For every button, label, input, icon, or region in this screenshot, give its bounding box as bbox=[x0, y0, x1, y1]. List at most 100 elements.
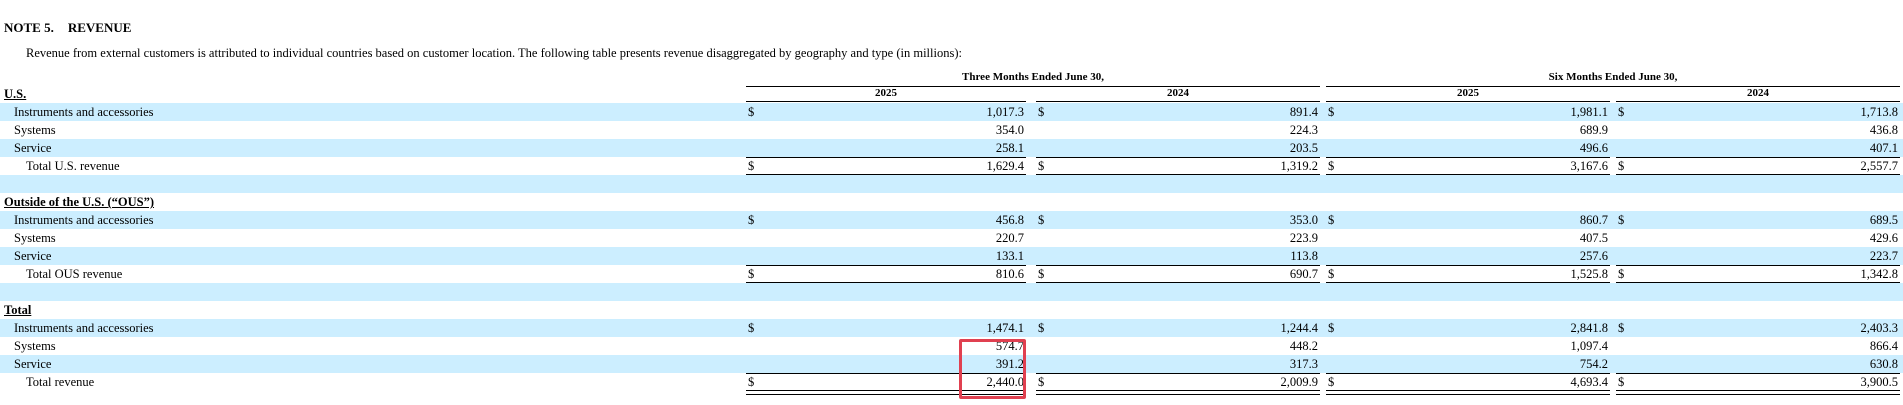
value-cell: 689.9 bbox=[1579, 123, 1608, 137]
year-rule bbox=[746, 101, 1026, 102]
double-underline bbox=[1616, 390, 1900, 395]
double-underline bbox=[1326, 390, 1610, 395]
table-row: Instruments and accessories $1,474.1 $1,24… bbox=[0, 319, 1903, 337]
year-header: 2025 bbox=[1457, 87, 1479, 99]
row-label: Instruments and accessories bbox=[14, 213, 154, 227]
section-heading: Outside of the U.S. (“OUS”) bbox=[4, 195, 155, 209]
section-heading: U.S. bbox=[4, 87, 27, 101]
row-label: Total OUS revenue bbox=[26, 267, 123, 281]
value-cell: 429.6 bbox=[1869, 231, 1898, 245]
subtotal-rule bbox=[1326, 157, 1610, 158]
subtotal-rule bbox=[1616, 265, 1900, 266]
value-cell: 456.8 bbox=[995, 213, 1024, 227]
row-label: Instruments and accessories bbox=[14, 105, 154, 119]
currency-symbol: $ bbox=[1038, 267, 1045, 281]
spacer-row bbox=[0, 175, 1903, 193]
currency-symbol: $ bbox=[748, 375, 755, 389]
value-cell: 224.3 bbox=[1289, 123, 1318, 137]
currency-symbol: $ bbox=[748, 321, 755, 335]
value-cell: 866.4 bbox=[1869, 339, 1898, 353]
value-cell: 220.7 bbox=[995, 231, 1024, 245]
value-cell: 257.6 bbox=[1579, 249, 1608, 263]
value-cell: 2,557.7 bbox=[1860, 159, 1899, 173]
value-cell: 353.0 bbox=[1289, 213, 1318, 227]
value-cell: 1,525.8 bbox=[1570, 267, 1609, 281]
table-row: Instruments and accessories $1,017.3 $891.… bbox=[0, 103, 1903, 121]
value-cell: 574.7 bbox=[995, 339, 1024, 353]
value-cell: 1,474.1 bbox=[986, 321, 1025, 335]
table-row: Instruments and accessories $456.8 $353.0 $… bbox=[0, 211, 1903, 229]
value-cell: 391.2 bbox=[995, 357, 1024, 371]
value-cell: 1,319.2 bbox=[1280, 159, 1319, 173]
section-heading-row: Outside of the U.S. (“OUS”) bbox=[0, 193, 1903, 211]
value-cell: 1,629.4 bbox=[986, 159, 1025, 173]
value-cell: 4,693.4 bbox=[1570, 375, 1609, 389]
currency-symbol: $ bbox=[748, 267, 755, 281]
value-cell: 689.5 bbox=[1869, 213, 1898, 227]
value-cell: 1,017.3 bbox=[986, 105, 1025, 119]
currency-symbol: $ bbox=[1038, 159, 1045, 173]
total-underline bbox=[1616, 174, 1900, 175]
value-cell: 630.8 bbox=[1869, 357, 1898, 371]
period-rule bbox=[1326, 86, 1900, 87]
table-row: Service 258.1 203.5 496.6 407.1 bbox=[0, 139, 1903, 157]
currency-symbol: $ bbox=[1618, 213, 1625, 227]
table-row: Systems 354.0 224.3 689.9 436.8 bbox=[0, 121, 1903, 139]
value-cell: 2,440.0 bbox=[986, 375, 1025, 389]
year-rule bbox=[1036, 101, 1320, 102]
period-header-three-months: Three Months Ended June 30, bbox=[962, 71, 1104, 83]
row-label: Instruments and accessories bbox=[14, 321, 154, 335]
currency-symbol: $ bbox=[1038, 105, 1045, 119]
total-underline bbox=[1616, 282, 1900, 283]
intro-paragraph: Revenue from external customers is attri… bbox=[26, 46, 962, 60]
value-cell: 754.2 bbox=[1579, 357, 1608, 371]
table-row: Systems 220.7 223.9 407.5 429.6 bbox=[0, 229, 1903, 247]
currency-symbol: $ bbox=[1618, 321, 1625, 335]
subtotal-rule bbox=[746, 265, 1026, 266]
value-cell: 258.1 bbox=[995, 141, 1024, 155]
total-underline bbox=[1326, 174, 1610, 175]
section-heading-row: U.S. bbox=[0, 85, 1903, 103]
value-cell: 496.6 bbox=[1579, 141, 1608, 155]
currency-symbol: $ bbox=[1618, 159, 1625, 173]
row-label: Service bbox=[14, 141, 52, 155]
value-cell: 2,009.9 bbox=[1280, 375, 1319, 389]
currency-symbol: $ bbox=[1038, 213, 1045, 227]
total-row: Total revenue $2,440.0 $2,009.9 $4,693.4 $3,… bbox=[0, 373, 1903, 391]
value-cell: 1,097.4 bbox=[1570, 339, 1609, 353]
currency-symbol: $ bbox=[1038, 321, 1045, 335]
total-underline bbox=[746, 282, 1026, 283]
table-row: Systems 574.7 448.2 1,097.4 866.4 bbox=[0, 337, 1903, 355]
value-cell: 407.1 bbox=[1869, 141, 1898, 155]
currency-symbol: $ bbox=[1328, 375, 1335, 389]
currency-symbol: $ bbox=[1328, 267, 1335, 281]
period-header-six-months: Six Months Ended June 30, bbox=[1548, 71, 1678, 83]
currency-symbol: $ bbox=[1618, 267, 1625, 281]
value-cell: 407.5 bbox=[1579, 231, 1608, 245]
section-heading-row: Total bbox=[0, 301, 1903, 319]
value-cell: 448.2 bbox=[1289, 339, 1318, 353]
table-row: Service 391.2 317.3 754.2 630.8 bbox=[0, 355, 1903, 373]
currency-symbol: $ bbox=[1328, 213, 1335, 227]
currency-symbol: $ bbox=[748, 213, 755, 227]
value-cell: 2,841.8 bbox=[1570, 321, 1609, 335]
year-header: 2024 bbox=[1747, 87, 1769, 99]
value-cell: 133.1 bbox=[995, 249, 1024, 263]
row-label: Service bbox=[14, 249, 52, 263]
subtotal-rule bbox=[1326, 265, 1610, 266]
value-cell: 1,713.8 bbox=[1860, 105, 1899, 119]
subtotal-rule bbox=[1036, 157, 1320, 158]
note-heading: REVENUE bbox=[67, 20, 132, 35]
row-label: Systems bbox=[14, 231, 56, 245]
total-underline bbox=[746, 174, 1026, 175]
highlight-box bbox=[959, 339, 1026, 399]
value-cell: 891.4 bbox=[1289, 105, 1318, 119]
currency-symbol: $ bbox=[748, 105, 755, 119]
subtotal-rule bbox=[1616, 157, 1900, 158]
table-row: Service 133.1 113.8 257.6 223.7 bbox=[0, 247, 1903, 265]
currency-symbol: $ bbox=[1618, 105, 1625, 119]
year-rule bbox=[1326, 101, 1610, 102]
row-label: Service bbox=[14, 357, 52, 371]
double-underline bbox=[1036, 390, 1320, 395]
note-title: NOTE 5. REVENUE bbox=[4, 20, 131, 36]
